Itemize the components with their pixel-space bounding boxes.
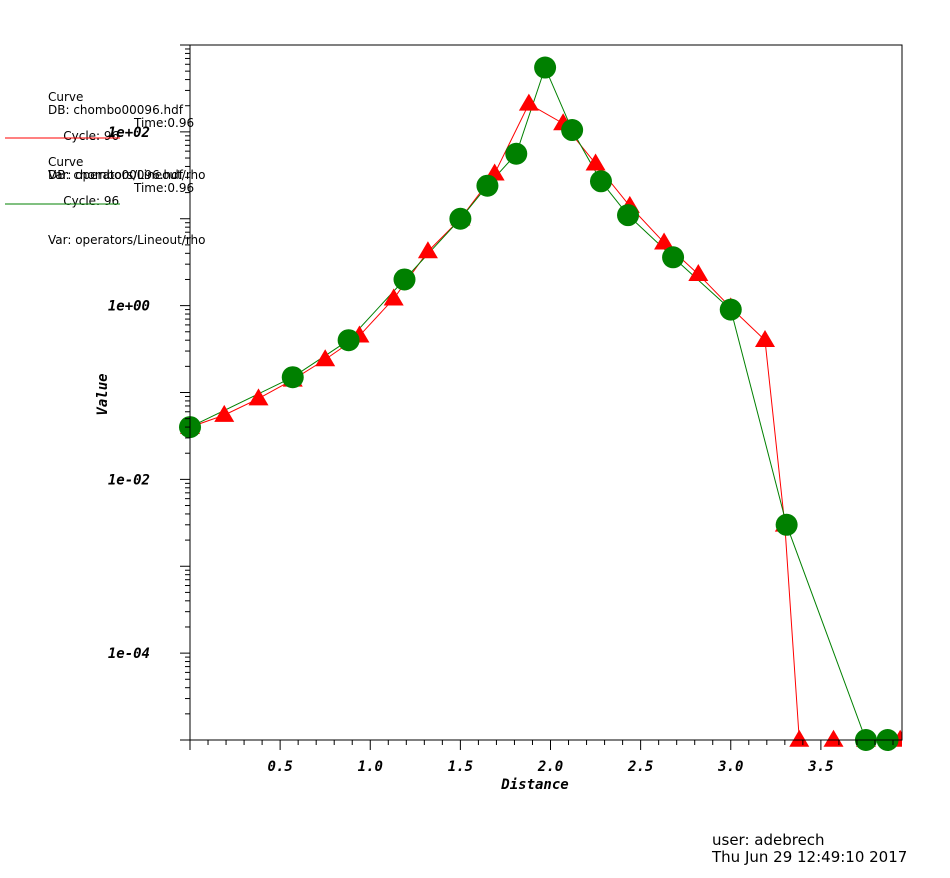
- series-layer: [179, 56, 902, 751]
- series-1-point: [617, 204, 640, 227]
- series-group: [179, 56, 902, 751]
- legend-cycle: Cycle: 96: [63, 194, 120, 208]
- series-0-point: [248, 388, 269, 406]
- series-0-point: [383, 288, 404, 306]
- x-axis-label: Distance: [500, 777, 568, 793]
- series-1-point: [281, 366, 304, 389]
- legend-cycle-row: Cycle: 96 Time:0.96: [48, 182, 206, 234]
- x-tick-label: 3.5: [807, 759, 833, 775]
- series-1-point: [393, 268, 416, 291]
- series-1-point: [449, 207, 472, 230]
- y-tick-label: 1e+00: [108, 299, 150, 315]
- x-tick-label: 2.0: [537, 759, 563, 775]
- series-0-point: [214, 404, 235, 422]
- series-line-1: [189, 66, 888, 741]
- series-1-point: [534, 56, 557, 79]
- series-1-point: [476, 174, 499, 197]
- x-tick-label: 2.5: [627, 759, 653, 775]
- series-0-point: [789, 729, 810, 747]
- series-1-point: [505, 142, 528, 165]
- user-info: user: adebrech Thu Jun 29 12:49:10 2017: [712, 832, 907, 866]
- series-0-point: [315, 349, 336, 367]
- x-tick-label: 3.0: [717, 759, 743, 775]
- y-tick-label: 1e-02: [108, 472, 150, 488]
- plot-frame: [189, 44, 903, 741]
- series-1-point: [662, 246, 685, 269]
- legend-series-red: Curve DB: chombo00096.hdf Cycle: 96 Time…: [48, 91, 206, 182]
- series-1-point: [775, 513, 798, 536]
- x-tick-label: 0.5: [267, 759, 292, 775]
- series-1-point: [561, 119, 584, 142]
- series-line-0: [189, 103, 901, 741]
- axis-layer: 1e+02 1e+00 1e-02 1e-04 0.5 1.0 1.5 2.0 2.5 3.0 3.…: [108, 44, 894, 775]
- series-0-point: [417, 241, 438, 259]
- series-1-point: [589, 170, 612, 193]
- legend-db: DB: chombo00096.hdf: [48, 103, 183, 117]
- series-0-point: [755, 329, 776, 347]
- legend-time: Time:0.96: [134, 181, 195, 195]
- series-0-point: [823, 729, 844, 747]
- timestamp: Thu Jun 29 12:49:10 2017: [712, 848, 908, 866]
- legend-title: Curve: [48, 90, 84, 104]
- series-0-point: [688, 263, 709, 281]
- series-1-point: [337, 329, 360, 352]
- x-tick-label: 1.5: [448, 759, 473, 775]
- legend-cycle-row: Cycle: 96 Time:0.96: [48, 117, 206, 169]
- series-0-point: [518, 93, 539, 111]
- series-0-point: [585, 153, 606, 171]
- legend-title: Curve: [48, 155, 84, 169]
- series-0-point: [654, 232, 675, 250]
- y-axis-label: Value: [95, 373, 111, 415]
- x-tick-label: 1.0: [358, 759, 383, 775]
- legend-var: Var: operators/Lineout/rho: [48, 233, 206, 247]
- user-name: user: adebrech: [712, 831, 825, 849]
- legend-var: Var: operators/Lineout/rho: [48, 168, 206, 182]
- legend-series-green: Curve DB: chombo00096.hdf Cycle: 96 Time…: [48, 156, 206, 247]
- legend-time: Time:0.96: [134, 116, 195, 130]
- legend-db: DB: chombo00096.hdf: [48, 168, 183, 182]
- y-tick-label: 1e+02: [108, 125, 150, 141]
- y-tick-label: 1e-04: [108, 646, 150, 662]
- series-1-point: [719, 298, 742, 321]
- legend-cycle: Cycle: 96: [63, 129, 120, 143]
